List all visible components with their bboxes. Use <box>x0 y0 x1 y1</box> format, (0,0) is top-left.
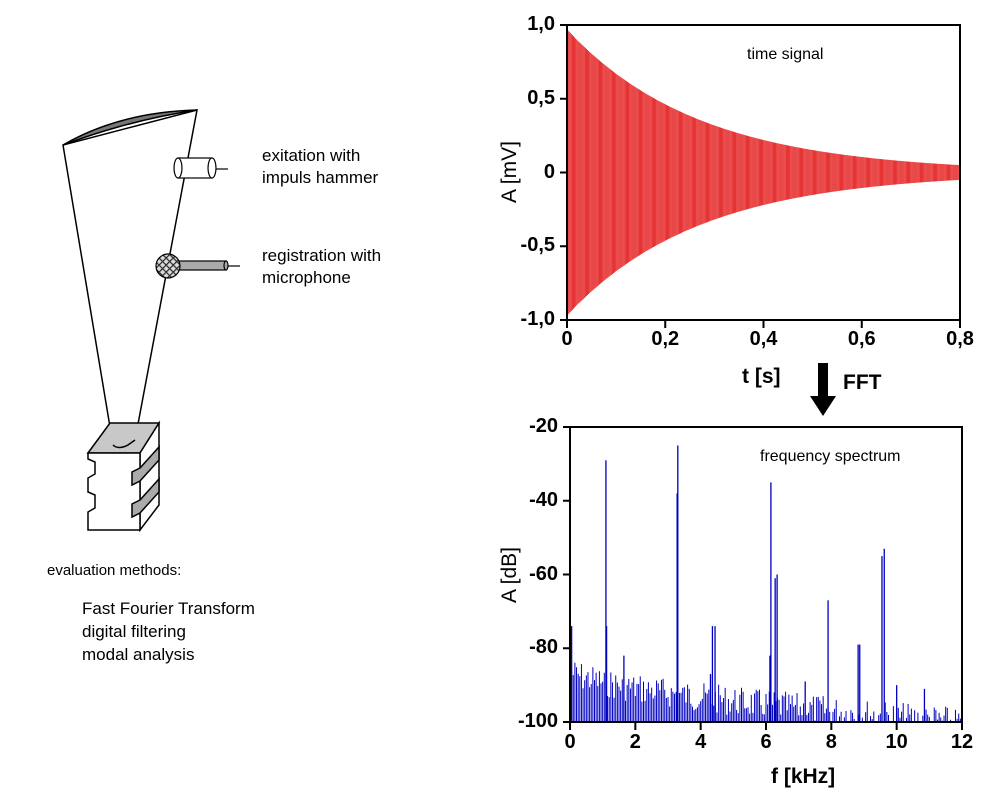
y-tick-label: -40 <box>529 488 558 511</box>
x-tick-label: 0 <box>564 731 576 753</box>
x-tick-label: 0 <box>561 328 573 350</box>
x-tick-label: 12 <box>950 731 974 753</box>
freq-x-axis-label: f [kHz] <box>771 765 836 788</box>
x-tick-label: 10 <box>885 731 908 753</box>
time-signal-series <box>566 29 960 316</box>
y-tick-label: 0,5 <box>527 86 555 109</box>
excitation-label-2: impuls hammer <box>262 168 379 187</box>
y-tick-label: -0,5 <box>520 234 555 257</box>
y-tick-label: 1,0 <box>527 13 555 35</box>
y-tick-label: -1,0 <box>520 308 555 330</box>
x-tick-label: 0,2 <box>651 328 680 350</box>
time-signal-title: time signal <box>747 46 824 63</box>
time-signal-chart <box>560 24 961 328</box>
registration-label-1: registration with <box>262 246 382 265</box>
registration-label-2: microphone <box>262 268 351 287</box>
time-y-axis-label: A [mV] <box>498 141 521 203</box>
x-tick-label: 0,4 <box>749 328 778 350</box>
evaluation-method: modal analysis <box>82 645 195 664</box>
y-tick-label: -80 <box>529 636 558 659</box>
x-tick-label: 4 <box>695 731 707 753</box>
fft-arrow-icon <box>810 363 836 416</box>
evaluation-method: digital filtering <box>82 622 186 641</box>
x-tick-label: 8 <box>825 731 837 753</box>
x-tick-label: 6 <box>760 731 772 753</box>
x-tick-label: 0,8 <box>946 328 974 350</box>
y-tick-label: -100 <box>517 710 558 732</box>
spectrum-plot-frame <box>569 426 963 723</box>
time-x-axis-label: t [s] <box>742 365 781 388</box>
y-tick-label: -20 <box>529 415 558 437</box>
turbine-blade-drawing <box>62 108 198 533</box>
evaluation-method: Fast Fourier Transform <box>82 599 255 618</box>
x-tick-label: 2 <box>629 731 641 753</box>
frequency-spectrum-chart <box>563 426 963 730</box>
y-tick-label: -60 <box>529 562 558 585</box>
x-tick-label: 0,6 <box>847 328 876 350</box>
excitation-label-1: exitation with <box>262 146 361 165</box>
y-tick-label: 0 <box>543 160 555 183</box>
freq-y-axis-label: A [dB] <box>498 546 521 604</box>
spectrum-title: frequency spectrum <box>760 448 901 465</box>
microphone-icon <box>155 253 240 279</box>
fft-label: FFT <box>843 371 882 394</box>
evaluation-title: evaluation methods: <box>47 562 182 579</box>
impulse-hammer-icon <box>173 157 228 179</box>
spectrum-series <box>570 445 961 722</box>
